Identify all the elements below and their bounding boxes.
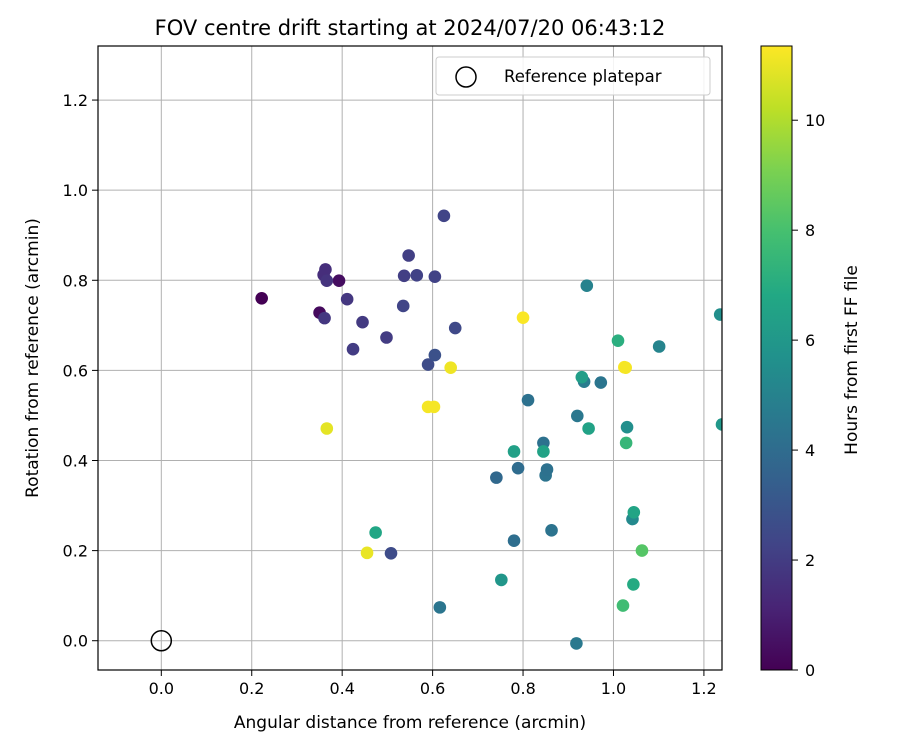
y-tick-label: 0.6	[63, 361, 88, 380]
data-point	[444, 361, 457, 374]
data-point	[635, 544, 649, 557]
data-points	[255, 209, 722, 650]
y-tick-label: 0.2	[63, 542, 88, 561]
data-point	[346, 342, 360, 356]
x-tick-label: 0.6	[420, 679, 445, 698]
plot-frame	[97, 45, 723, 671]
colorbar-tick-label: 0	[805, 661, 815, 680]
data-point	[507, 445, 521, 458]
data-point	[627, 578, 640, 591]
data-point	[582, 422, 595, 435]
data-point	[428, 270, 442, 283]
data-point	[360, 546, 374, 560]
data-point	[616, 599, 630, 612]
data-point	[433, 601, 447, 614]
data-point	[427, 400, 441, 414]
colorbar-tick-label: 6	[805, 331, 815, 350]
legend-marker-icon	[455, 66, 477, 88]
data-point	[437, 209, 451, 223]
data-point	[495, 573, 508, 587]
data-point	[428, 348, 442, 362]
data-point	[570, 637, 583, 650]
data-point	[402, 249, 415, 262]
legend: Reference platepar	[435, 56, 711, 96]
colorbar-tick-label: 10	[805, 111, 825, 130]
data-point	[619, 361, 632, 374]
data-point	[507, 534, 521, 547]
colorbar-bar	[760, 45, 793, 671]
data-point	[511, 461, 525, 475]
data-point	[540, 463, 554, 476]
data-point	[594, 376, 608, 389]
data-point	[652, 340, 666, 353]
data-point	[611, 334, 625, 347]
data-point	[580, 279, 594, 292]
x-axis-ticks: 0.0 0.2 0.4 0.6 0.8 1.0 1.2	[149, 670, 717, 698]
x-tick-label: 0.2	[239, 679, 264, 698]
data-point	[320, 274, 334, 288]
x-tick-label: 0.0	[149, 679, 174, 698]
colorbar-ticks: 0 2 4 6 8 10	[792, 111, 825, 680]
data-point	[320, 422, 334, 435]
plot-area	[98, 46, 722, 670]
data-point	[545, 524, 558, 537]
x-tick-label: 1.0	[601, 679, 626, 698]
data-point	[575, 370, 589, 384]
data-point	[384, 547, 398, 560]
data-point	[619, 436, 633, 450]
data-point	[537, 445, 550, 458]
colorbar-tick-label: 2	[805, 551, 815, 570]
data-point	[571, 409, 584, 423]
x-tick-label: 0.4	[329, 679, 354, 698]
data-point	[396, 299, 410, 313]
y-axis-ticks: 0.0 0.2 0.4 0.6 0.8 1.0 1.2	[63, 91, 98, 651]
data-point	[410, 269, 424, 282]
y-tick-label: 0.0	[63, 632, 88, 651]
colorbar: 0 2 4 6 8 10 Hours from first FF file	[760, 45, 862, 680]
y-axis-label: Rotation from reference (arcmin)	[23, 218, 43, 498]
colorbar-tick-label: 8	[805, 221, 815, 240]
y-tick-label: 1.0	[63, 181, 88, 200]
y-tick-label: 0.4	[63, 451, 88, 470]
legend-entry-reference: Reference platepar	[504, 67, 662, 86]
data-point	[421, 358, 435, 371]
data-point	[397, 269, 411, 283]
colorbar-label: Hours from first FF file	[842, 265, 862, 455]
x-tick-label: 0.8	[510, 679, 535, 698]
grid-lines	[98, 46, 722, 670]
data-point	[318, 311, 331, 325]
x-tick-label: 1.2	[691, 679, 716, 698]
data-point	[255, 292, 268, 305]
data-point	[332, 274, 346, 288]
y-tick-label: 0.8	[63, 271, 88, 290]
reference-platepar-marker	[150, 629, 173, 652]
data-point	[516, 311, 530, 324]
data-point	[521, 393, 535, 407]
data-point	[490, 471, 503, 484]
data-point	[715, 418, 722, 431]
chart-title: FOV centre drift starting at 2024/07/20 …	[155, 16, 666, 40]
y-tick-label: 1.2	[63, 91, 88, 110]
data-point	[627, 506, 641, 519]
data-point	[340, 292, 354, 306]
data-point	[713, 308, 722, 321]
data-point	[356, 315, 369, 329]
data-point	[620, 420, 634, 434]
colorbar-tick-label: 4	[805, 441, 815, 460]
x-axis-label: Angular distance from reference (arcmin)	[234, 713, 586, 733]
data-point	[380, 331, 393, 344]
legend-box	[435, 56, 711, 96]
data-point	[369, 526, 382, 539]
data-point	[448, 321, 462, 335]
